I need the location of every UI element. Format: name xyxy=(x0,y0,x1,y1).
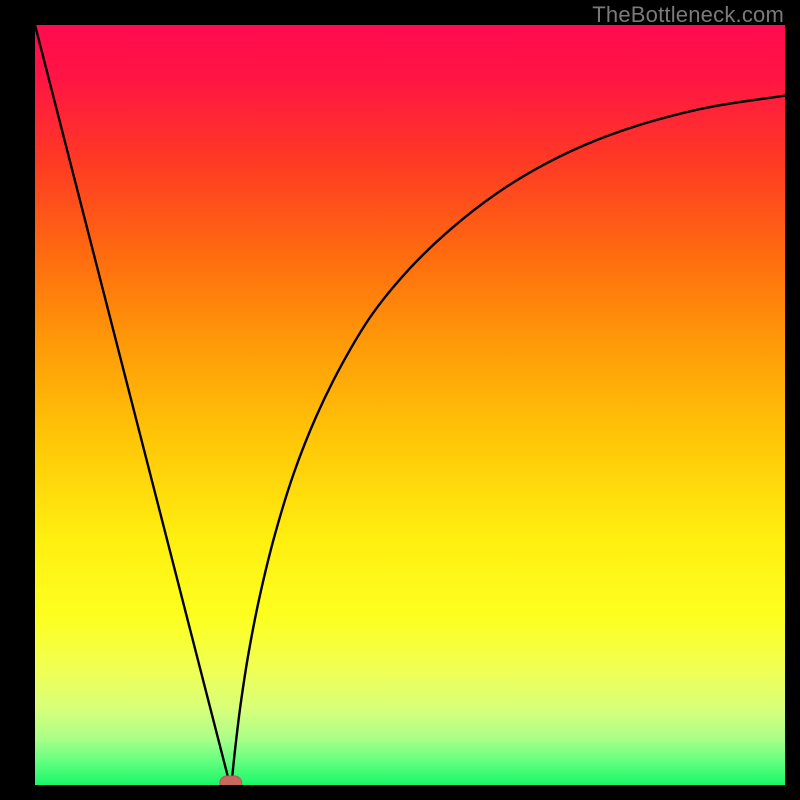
plot-area xyxy=(35,25,785,785)
bottleneck-marker xyxy=(220,776,242,785)
chart-svg xyxy=(35,25,785,785)
watermark-label: TheBottleneck.com xyxy=(592,2,784,28)
chart-stage: TheBottleneck.com xyxy=(0,0,800,800)
gradient-background xyxy=(35,25,785,785)
